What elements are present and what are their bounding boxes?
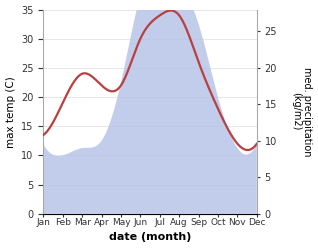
Y-axis label: max temp (C): max temp (C)	[5, 76, 16, 148]
X-axis label: date (month): date (month)	[109, 232, 191, 243]
Y-axis label: med. precipitation
(kg/m2): med. precipitation (kg/m2)	[291, 67, 313, 156]
